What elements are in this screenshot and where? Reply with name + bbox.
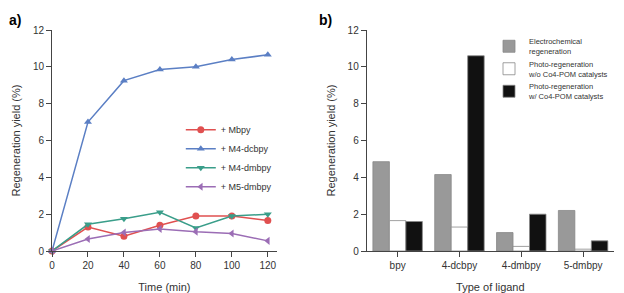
svg-text:100: 100 — [223, 260, 240, 271]
svg-text:0: 0 — [353, 246, 359, 257]
svg-text:Regeneration yield (%): Regeneration yield (%) — [10, 85, 22, 197]
svg-text:20: 20 — [82, 260, 94, 271]
svg-text:10: 10 — [348, 61, 360, 72]
svg-text:8: 8 — [38, 98, 44, 109]
svg-text:5-dmbpy: 5-dmbpy — [564, 260, 603, 271]
svg-text:80: 80 — [190, 260, 202, 271]
svg-text:+ M4-dmbpy: + M4-dmbpy — [221, 163, 272, 173]
svg-text:0: 0 — [49, 260, 55, 271]
svg-text:6: 6 — [38, 135, 44, 146]
svg-text:12: 12 — [348, 25, 360, 36]
svg-text:+ M5-dmbpy: + M5-dmbpy — [221, 182, 272, 192]
svg-text:a): a) — [9, 12, 21, 28]
svg-text:2: 2 — [38, 209, 44, 220]
svg-text:40: 40 — [118, 260, 130, 271]
svg-text:+ M4-dcbpy: + M4-dcbpy — [221, 144, 269, 154]
svg-text:0: 0 — [38, 246, 44, 257]
svg-text:4-dmbpy: 4-dmbpy — [502, 260, 541, 271]
svg-text:Photo-regenerationw/ Co4-POM c: Photo-regenerationw/ Co4-POM catalysts — [528, 82, 603, 101]
svg-text:bpy: bpy — [390, 260, 406, 271]
svg-text:12: 12 — [33, 25, 45, 36]
svg-text:10: 10 — [33, 61, 45, 72]
svg-text:Type of ligand: Type of ligand — [456, 281, 525, 293]
svg-text:+ Mbpy: + Mbpy — [221, 125, 251, 135]
svg-text:2: 2 — [353, 209, 359, 220]
svg-text:120: 120 — [259, 260, 276, 271]
svg-text:6: 6 — [353, 135, 359, 146]
svg-text:b): b) — [319, 12, 332, 28]
svg-text:4-dcbpy: 4-dcbpy — [442, 260, 478, 271]
svg-text:Time (min): Time (min) — [138, 281, 190, 293]
svg-text:8: 8 — [353, 98, 359, 109]
svg-text:Regeneration yield (%): Regeneration yield (%) — [325, 85, 337, 197]
svg-text:60: 60 — [154, 260, 166, 271]
svg-text:4: 4 — [353, 172, 359, 183]
svg-text:4: 4 — [38, 172, 44, 183]
svg-text:Photo-regenerationw/o Co4-POM: Photo-regenerationw/o Co4-POM catalysts — [528, 60, 608, 79]
svg-text:Electrochemicalregeneration: Electrochemicalregeneration — [529, 37, 582, 56]
